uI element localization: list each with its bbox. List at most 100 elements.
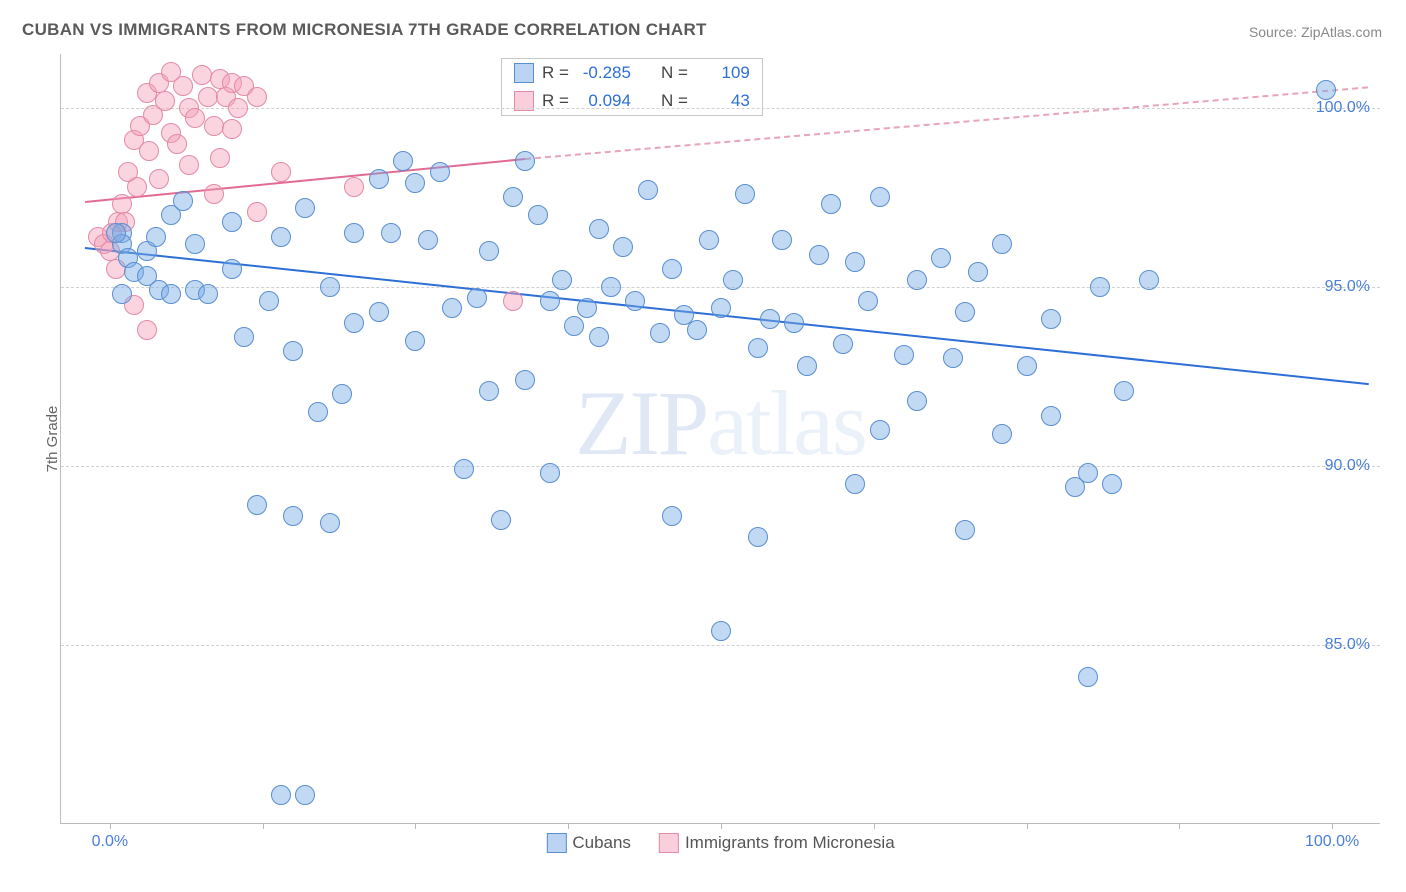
data-point-cuban	[173, 191, 193, 211]
data-point-micronesia	[198, 87, 218, 107]
data-point-cuban	[662, 259, 682, 279]
gridline	[61, 287, 1380, 288]
data-point-cuban	[418, 230, 438, 250]
data-point-cuban	[479, 381, 499, 401]
data-point-cuban	[1017, 356, 1037, 376]
data-point-cuban	[259, 291, 279, 311]
data-point-cuban	[1139, 270, 1159, 290]
data-point-cuban	[283, 341, 303, 361]
data-point-cuban	[161, 284, 181, 304]
y-tick-label: 90.0%	[1321, 457, 1374, 475]
data-point-micronesia	[210, 148, 230, 168]
data-point-cuban	[552, 270, 572, 290]
data-point-cuban	[222, 212, 242, 232]
data-point-cuban	[992, 424, 1012, 444]
x-tick	[1027, 823, 1028, 829]
data-point-cuban	[528, 205, 548, 225]
data-point-cuban	[968, 262, 988, 282]
data-point-cuban	[1041, 309, 1061, 329]
data-point-cuban	[711, 298, 731, 318]
data-point-cuban	[198, 284, 218, 304]
data-point-cuban	[662, 506, 682, 526]
data-point-cuban	[540, 463, 560, 483]
legend-label: Immigrants from Micronesia	[685, 833, 895, 853]
data-point-micronesia	[155, 91, 175, 111]
r-value: -0.285	[577, 63, 631, 83]
gridline	[61, 645, 1380, 646]
legend-item-micronesia: Immigrants from Micronesia	[659, 833, 895, 853]
data-point-cuban	[845, 474, 865, 494]
x-tick	[110, 823, 111, 829]
data-point-cuban	[650, 323, 670, 343]
scatter-plot: 7th Grade R = -0.285 N = 109 R = 0.094 N…	[60, 54, 1380, 824]
x-tick	[874, 823, 875, 829]
data-point-cuban	[625, 291, 645, 311]
data-point-cuban	[1078, 667, 1098, 687]
data-point-cuban	[699, 230, 719, 250]
data-point-cuban	[344, 223, 364, 243]
data-point-cuban	[308, 402, 328, 422]
data-point-cuban	[320, 277, 340, 297]
data-point-cuban	[234, 327, 254, 347]
data-point-cuban	[613, 237, 633, 257]
x-tick	[721, 823, 722, 829]
source-label: Source:	[1249, 24, 1297, 40]
data-point-cuban	[222, 259, 242, 279]
data-point-cuban	[369, 302, 389, 322]
data-point-cuban	[295, 785, 315, 805]
data-point-cuban	[577, 298, 597, 318]
y-tick-label: 95.0%	[1321, 278, 1374, 296]
data-point-cuban	[601, 277, 621, 297]
data-point-cuban	[955, 520, 975, 540]
data-point-micronesia	[139, 141, 159, 161]
data-point-cuban	[931, 248, 951, 268]
stat-row-blue: R = -0.285 N = 109	[502, 59, 762, 87]
data-point-cuban	[760, 309, 780, 329]
data-point-micronesia	[222, 119, 242, 139]
source-credit: Source: ZipAtlas.com	[1249, 24, 1382, 40]
data-point-cuban	[112, 284, 132, 304]
data-point-micronesia	[137, 320, 157, 340]
legend-label: Cubans	[572, 833, 631, 853]
square-icon	[546, 833, 566, 853]
data-point-cuban	[858, 291, 878, 311]
x-tick	[568, 823, 569, 829]
data-point-cuban	[503, 187, 523, 207]
data-point-cuban	[540, 291, 560, 311]
data-point-cuban	[491, 510, 511, 530]
data-point-cuban	[638, 180, 658, 200]
data-point-cuban	[430, 162, 450, 182]
data-point-cuban	[247, 495, 267, 515]
data-point-cuban	[748, 527, 768, 547]
data-point-cuban	[797, 356, 817, 376]
data-point-cuban	[1078, 463, 1098, 483]
gridline	[61, 466, 1380, 467]
data-point-cuban	[1316, 80, 1336, 100]
x-tick-label: 0.0%	[92, 833, 128, 851]
data-point-micronesia	[192, 65, 212, 85]
data-point-micronesia	[503, 291, 523, 311]
data-point-cuban	[809, 245, 829, 265]
data-point-micronesia	[228, 98, 248, 118]
data-point-cuban	[564, 316, 584, 336]
data-point-micronesia	[149, 169, 169, 189]
legend: Cubans Immigrants from Micronesia	[546, 833, 894, 853]
data-point-cuban	[992, 234, 1012, 254]
data-point-cuban	[146, 227, 166, 247]
watermark: ZIPatlas	[575, 370, 866, 476]
y-tick-label: 85.0%	[1321, 636, 1374, 654]
r-label: R =	[542, 63, 569, 83]
data-point-micronesia	[185, 108, 205, 128]
data-point-micronesia	[271, 162, 291, 182]
x-tick	[1179, 823, 1180, 829]
data-point-cuban	[515, 370, 535, 390]
data-point-cuban	[295, 198, 315, 218]
data-point-cuban	[870, 420, 890, 440]
data-point-micronesia	[247, 202, 267, 222]
data-point-micronesia	[173, 76, 193, 96]
data-point-cuban	[943, 348, 963, 368]
data-point-cuban	[748, 338, 768, 358]
data-point-cuban	[405, 173, 425, 193]
stat-row-pink: R = 0.094 N = 43	[502, 87, 762, 115]
data-point-cuban	[711, 621, 731, 641]
